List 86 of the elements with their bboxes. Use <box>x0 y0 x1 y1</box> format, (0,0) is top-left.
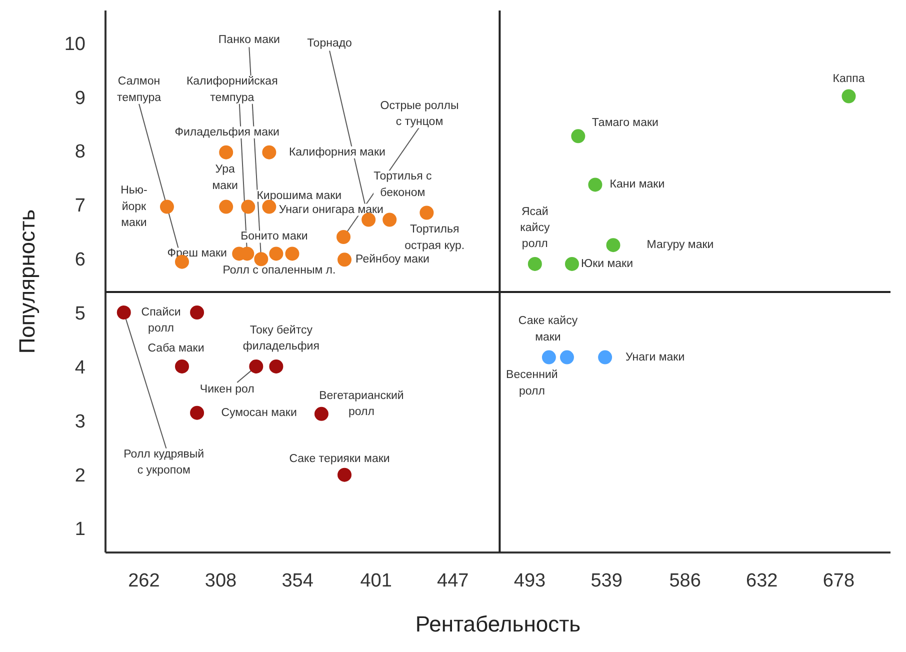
annotation: Острые роллы с тунцом <box>380 100 459 128</box>
y-tick-label: 6 <box>74 250 86 271</box>
point <box>606 238 620 252</box>
annotation: Ролл кудрявый с укропом <box>124 448 204 477</box>
point <box>542 350 556 364</box>
annotation: Филадельфия маки <box>174 126 280 138</box>
annotation: Весенний ролл <box>506 369 558 398</box>
annotation: Юки маки <box>580 258 634 270</box>
annotation: Торнадо <box>307 38 352 50</box>
point <box>842 89 856 104</box>
annotation: Тортилья с беконом <box>374 170 432 199</box>
y-tick-label: 5 <box>74 304 86 325</box>
y-axis-title: Популярность <box>14 209 40 354</box>
annotation: Унаги маки <box>626 351 685 364</box>
annotation: Чикен рол <box>200 383 254 396</box>
x-tick-label: 632 <box>746 570 778 592</box>
annotation: Саке терияки маки <box>289 452 390 465</box>
x-tick-label: 539 <box>590 570 622 592</box>
annotation: Кани маки <box>610 178 665 191</box>
x-tick-label: 447 <box>437 570 469 592</box>
point <box>174 359 189 374</box>
point <box>190 306 204 320</box>
point <box>588 178 602 192</box>
point <box>338 468 352 482</box>
point <box>269 359 284 374</box>
annotation: Тамаго маки <box>592 117 658 130</box>
x-tick-label: 401 <box>360 570 392 592</box>
x-tick-label: 354 <box>282 570 314 592</box>
point <box>262 200 276 214</box>
annotation: Вегетарианский ролл <box>319 390 404 418</box>
y-tick-label: 9 <box>74 88 86 109</box>
annotation: Магуру маки <box>646 239 714 252</box>
annotation: Бонито маки <box>240 230 308 243</box>
x-tick-label: 586 <box>669 570 701 592</box>
annotation: Калифорния маки <box>288 146 386 158</box>
annotation: Калифорнийская темпура <box>186 76 278 104</box>
annotation: Салмон темпура <box>116 76 162 104</box>
point <box>285 246 300 261</box>
point <box>420 206 434 220</box>
point <box>336 230 351 244</box>
annotation: Ролл с опаленным л. <box>222 264 336 277</box>
point <box>116 306 131 320</box>
y-tick-label: 1 <box>74 519 86 540</box>
point <box>219 200 234 214</box>
x-tick-label: 262 <box>128 570 160 592</box>
y-tick-label: 8 <box>74 142 86 163</box>
point <box>262 145 276 160</box>
annotation: Ясай кайсу ролл <box>520 206 550 250</box>
point <box>241 200 256 214</box>
annotation: Саке кайсу маки <box>518 315 578 344</box>
y-tick-label: 10 <box>64 34 86 55</box>
annotation: Рейнбоу маки <box>356 254 430 266</box>
point <box>571 129 586 144</box>
annotation: Току бейтсу филадельфия <box>242 324 320 353</box>
point <box>598 350 612 364</box>
x-tick-label: 678 <box>822 570 855 592</box>
point <box>190 406 204 420</box>
annotation: Унаги онигара маки <box>278 204 384 216</box>
annotation: Кирошима маки <box>256 190 342 202</box>
annotation: Нью- йорк маки <box>120 184 148 230</box>
y-tick-label: 7 <box>74 196 86 217</box>
point <box>528 256 542 271</box>
annotation: Спайси ролл <box>141 306 181 335</box>
annotation: Каппа <box>832 73 866 86</box>
point <box>560 350 574 364</box>
annotation: Панко маки <box>218 34 280 46</box>
x-tick-label: 493 <box>514 570 546 592</box>
y-tick-label: 4 <box>74 357 86 378</box>
point <box>314 406 328 421</box>
point <box>564 256 579 271</box>
point <box>269 246 284 261</box>
point <box>338 252 352 267</box>
annotation: Сумосан маки <box>221 406 297 419</box>
y-tick-label: 2 <box>74 465 86 486</box>
point <box>254 252 268 266</box>
annotation: Саба маки <box>148 342 204 354</box>
x-tick-label: 308 <box>204 570 237 592</box>
point <box>160 200 174 214</box>
annotation: Тортилья острая кур. <box>404 224 465 252</box>
point <box>219 145 234 160</box>
x-axis-title: Рентабельность <box>415 612 581 636</box>
point <box>249 359 264 374</box>
point <box>382 212 397 227</box>
annotation: Ура маки <box>212 164 238 192</box>
y-tick-label: 3 <box>74 411 86 432</box>
point <box>362 212 376 227</box>
